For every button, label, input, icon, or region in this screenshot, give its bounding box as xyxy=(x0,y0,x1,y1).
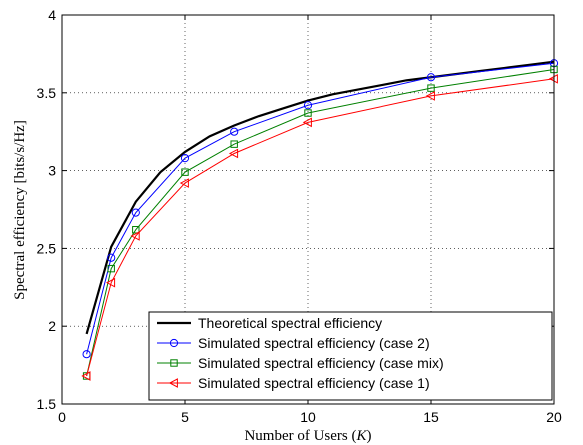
data-point xyxy=(230,127,239,136)
data-point xyxy=(304,109,312,117)
data-point xyxy=(179,178,189,188)
x-ticks: 0 5 10 15 20 xyxy=(58,15,562,425)
y-axis-title: Spectral efficiency [bits/s/Hz] xyxy=(12,120,28,300)
data-point xyxy=(82,350,91,359)
y-tick-label: 4 xyxy=(48,7,56,23)
data-point xyxy=(107,253,116,262)
legend-label: Theoretical spectral efficiency xyxy=(198,315,382,331)
y-tick-label: 3.5 xyxy=(37,85,57,101)
legend: Theoretical spectral efficiency Simulated… xyxy=(148,311,553,401)
data-point xyxy=(425,91,435,101)
data-point xyxy=(181,168,189,176)
x-tick-label: 0 xyxy=(58,409,66,425)
x-tick-label: 5 xyxy=(181,409,189,425)
data-point xyxy=(180,154,190,163)
y-tick-label: 2 xyxy=(48,318,56,334)
legend-label: Simulated spectral efficiency (case 1) xyxy=(198,375,430,391)
series-layer xyxy=(81,59,559,381)
series-line xyxy=(85,60,555,335)
series-line xyxy=(86,78,555,377)
legend-label: Simulated spectral efficiency (case 2) xyxy=(198,335,430,351)
x-tick-label: 10 xyxy=(300,409,316,425)
legend-marker xyxy=(170,359,178,367)
data-point xyxy=(130,231,140,241)
data-point xyxy=(426,73,436,82)
data-point xyxy=(81,371,91,381)
y-tick-label: 2.5 xyxy=(37,240,57,256)
legend-box xyxy=(148,311,553,401)
data-point xyxy=(132,226,140,234)
y-tick-label: 1.5 xyxy=(37,396,57,412)
data-point xyxy=(303,101,313,110)
data-point xyxy=(302,117,312,128)
series-0 xyxy=(85,60,555,335)
data-point xyxy=(131,208,140,217)
y-ticks: 1.5 2 2.5 3 3.5 4 xyxy=(37,7,554,412)
y-tick-label: 3 xyxy=(48,163,56,179)
series-line xyxy=(86,68,555,377)
x-tick-label: 20 xyxy=(546,409,562,425)
legend-label: Simulated spectral efficiency (case mix) xyxy=(198,355,444,371)
data-point xyxy=(107,264,115,273)
x-axis-title: Number of Users (K) xyxy=(244,428,371,444)
series-3 xyxy=(81,73,558,381)
data-point xyxy=(427,84,435,92)
data-point xyxy=(228,148,239,159)
data-point xyxy=(230,140,238,148)
data-point xyxy=(105,277,116,288)
legend-marker xyxy=(169,338,179,348)
x-tick-label: 15 xyxy=(423,409,439,425)
legend-marker xyxy=(168,378,178,388)
series-line xyxy=(86,62,555,355)
